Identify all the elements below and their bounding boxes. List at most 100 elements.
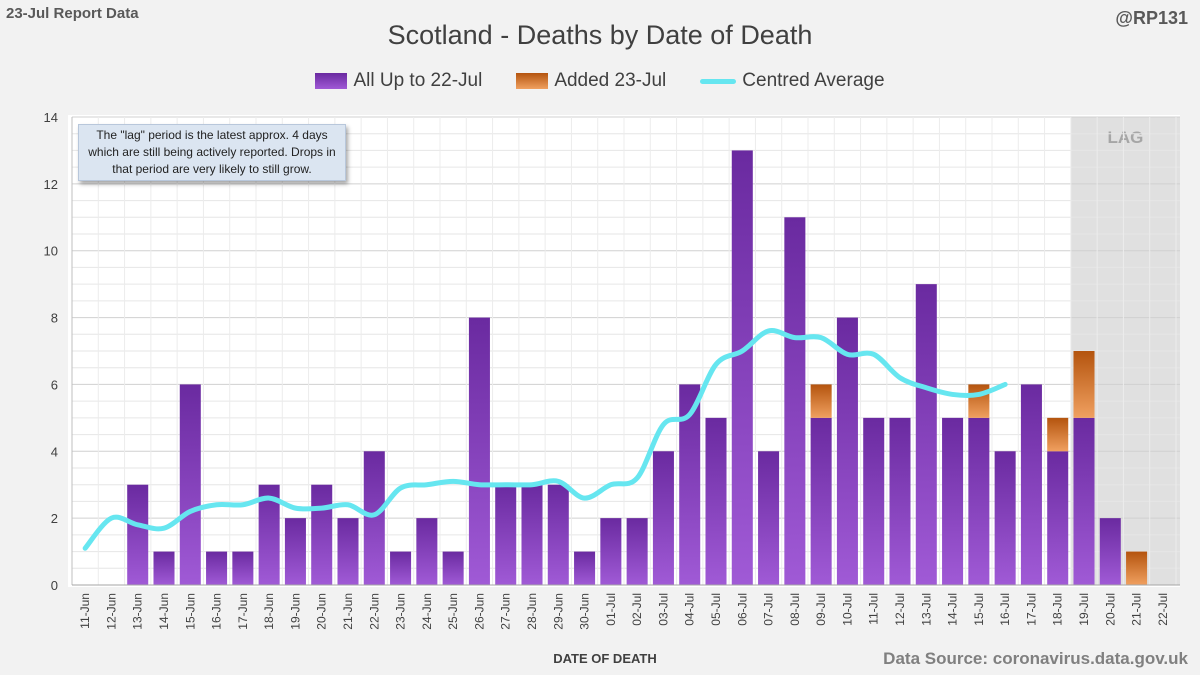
lag-label: LAG: [1107, 128, 1143, 147]
bar-all-up-to: [836, 317, 858, 585]
x-tick-label: 27-Jun: [499, 593, 513, 630]
bar-added: [968, 384, 990, 418]
x-tick-label: 05-Jul: [709, 593, 723, 626]
bar-all-up-to: [1047, 451, 1069, 585]
x-tick-label: 26-Jun: [472, 593, 486, 630]
bar-all-up-to: [600, 518, 622, 585]
x-tick-label: 23-Jun: [394, 593, 408, 630]
x-tick-label: 11-Jul: [867, 593, 881, 625]
bar-all-up-to: [390, 551, 412, 585]
bar-all-up-to: [574, 551, 596, 585]
legend-item-added: Added 23-Jul: [516, 70, 666, 92]
bar-all-up-to: [521, 484, 543, 585]
x-tick-label: 24-Jun: [420, 593, 434, 630]
x-tick-label: 14-Jun: [157, 593, 171, 630]
data-source: Data Source: coronavirus.data.gov.uk: [883, 649, 1188, 668]
bar-added: [1047, 417, 1069, 452]
y-tick-label: 12: [44, 177, 58, 192]
bar-all-up-to: [206, 551, 228, 585]
x-axis-title: DATE OF DEATH: [553, 651, 657, 666]
x-tick-label: 20-Jun: [315, 593, 329, 630]
bar-all-up-to: [311, 484, 333, 585]
bar-all-up-to: [284, 518, 306, 585]
legend-label-average: Centred Average: [742, 70, 885, 91]
x-tick-label: 22-Jun: [367, 593, 381, 630]
x-tick-label: 13-Jul: [919, 593, 933, 626]
bar-all-up-to: [942, 417, 964, 585]
x-tick-label: 02-Jul: [630, 593, 644, 626]
x-tick-label: 19-Jun: [288, 593, 302, 630]
legend-item-average: Centred Average: [700, 70, 885, 92]
x-tick-label: 13-Jun: [131, 593, 145, 630]
bar-all-up-to: [784, 217, 806, 586]
bar-all-up-to: [547, 484, 569, 585]
x-tick-label: 19-Jul: [1077, 593, 1091, 626]
author-handle: @RP131: [1115, 8, 1188, 28]
report-date-label: 23-Jul Report Data: [6, 5, 139, 22]
x-tick-label: 21-Jul: [1130, 593, 1144, 626]
x-tick-label: 17-Jun: [236, 593, 250, 630]
x-tick-label: 18-Jun: [262, 593, 276, 630]
bar-all-up-to: [468, 317, 490, 585]
lag-note: The "lag" period is the latest approx. 4…: [78, 124, 346, 181]
y-tick-label: 4: [51, 444, 58, 459]
x-tick-label: 04-Jul: [683, 593, 697, 626]
bar-all-up-to: [495, 484, 517, 585]
y-tick-label: 8: [51, 311, 58, 326]
legend-label-added: Added 23-Jul: [554, 70, 667, 91]
legend-item-all-up-to: All Up to 22-Jul: [315, 70, 482, 92]
centred-average-line: [82, 328, 1008, 551]
bar-all-up-to: [915, 284, 937, 585]
bar-all-up-to: [889, 417, 911, 585]
bar-all-up-to: [127, 484, 149, 585]
chart-title: Scotland - Deaths by Date of Death: [387, 20, 813, 50]
x-tick-label: 14-Jul: [946, 593, 960, 626]
y-tick-label: 10: [44, 244, 58, 259]
bar-all-up-to: [232, 551, 254, 585]
x-tick-label: 25-Jun: [446, 593, 460, 630]
bar-added: [1126, 551, 1148, 585]
bar-all-up-to: [179, 384, 201, 585]
bar-all-up-to: [758, 451, 780, 585]
x-tick-label: 28-Jun: [525, 593, 539, 630]
x-tick-label: 10-Jul: [840, 593, 854, 626]
x-tick-label: 09-Jul: [814, 593, 828, 626]
chart-legend: All Up to 22-Jul Added 23-Jul Centred Av…: [0, 70, 1200, 92]
bar-all-up-to: [994, 451, 1016, 585]
bar-all-up-to: [1020, 384, 1042, 585]
bar-all-up-to: [1073, 417, 1095, 585]
bar-all-up-to: [416, 518, 438, 585]
legend-swatch-cyan-line: [700, 78, 737, 84]
x-tick-label: 11-Jun: [78, 593, 92, 629]
x-tick-label: 16-Jun: [210, 593, 224, 630]
x-tick-label: 12-Jun: [104, 593, 118, 630]
x-tick-label: 18-Jul: [1051, 593, 1065, 626]
y-tick-label: 6: [51, 377, 58, 392]
bar-all-up-to: [863, 417, 885, 585]
bar-all-up-to: [810, 417, 832, 585]
x-tick-label: 15-Jul: [972, 593, 986, 626]
bar-all-up-to: [1099, 518, 1121, 585]
bar-all-up-to: [731, 150, 753, 585]
x-tick-label: 20-Jul: [1103, 593, 1117, 626]
bar-all-up-to: [363, 451, 385, 585]
x-tick-label: 06-Jul: [735, 593, 749, 626]
x-tick-label: 21-Jun: [341, 593, 355, 630]
bar-added: [1073, 351, 1095, 418]
x-tick-label: 16-Jul: [998, 593, 1012, 626]
x-tick-label: 17-Jul: [1024, 593, 1038, 626]
x-tick-label: 15-Jun: [183, 593, 197, 630]
bar-all-up-to: [337, 518, 359, 585]
y-tick-label: 2: [51, 511, 58, 526]
x-tick-label: 22-Jul: [1156, 593, 1170, 626]
x-tick-label: 03-Jul: [656, 593, 670, 626]
legend-swatch-purple: [315, 73, 348, 89]
bar-all-up-to: [679, 384, 701, 585]
legend-label-all-up-to: All Up to 22-Jul: [353, 70, 483, 91]
bar-all-up-to: [258, 484, 280, 585]
y-tick-label: 14: [44, 110, 58, 125]
bar-all-up-to: [705, 417, 727, 585]
x-tick-label: 30-Jun: [578, 593, 592, 630]
x-tick-label: 07-Jul: [762, 593, 776, 626]
